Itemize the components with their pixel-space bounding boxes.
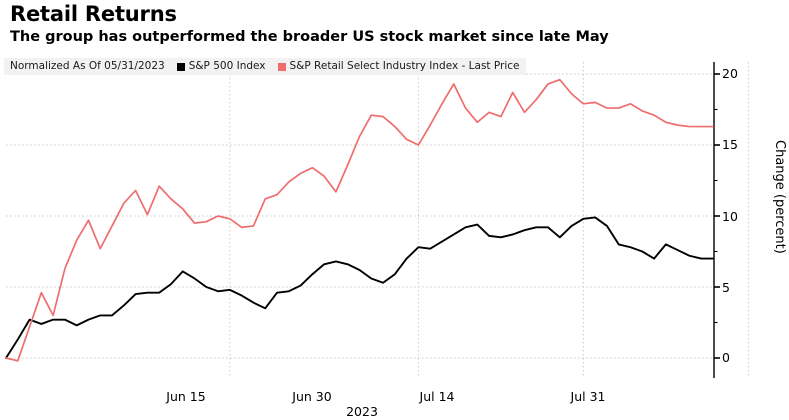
legend-label-retail: S&P Retail Select Industry Index - Last … (289, 60, 520, 72)
ytick-5: 5 (722, 280, 730, 295)
ytick-20: 20 (722, 66, 738, 81)
xtick-jun-15: Jun 15 (166, 389, 206, 404)
xtick-jun-30: Jun 30 (292, 389, 332, 404)
legend-swatch-sp500 (176, 62, 185, 71)
legend-item-sp500[interactable]: S&P 500 Index (176, 60, 266, 72)
legend-label-sp500: S&P 500 Index (188, 60, 266, 72)
legend-note: Normalized As Of 05/31/2023 (10, 61, 165, 72)
ytick-0: 0 (722, 350, 730, 365)
legend-item-retail[interactable]: S&P Retail Select Industry Index - Last … (277, 60, 520, 72)
series-line-sp500 (5, 216, 714, 359)
legend-swatch-retail (277, 62, 286, 71)
ytick-15: 15 (722, 137, 738, 152)
xtick-jul-14: Jul 14 (419, 389, 455, 404)
series-line-retail (5, 78, 714, 362)
page-subtitle: The group has outperformed the broader U… (10, 29, 609, 45)
y-axis-title: Change (percent) (772, 140, 787, 254)
page-title: Retail Returns (10, 2, 177, 26)
x-axis-title: 2023 (346, 404, 378, 419)
ytick-10: 10 (722, 209, 738, 224)
legend-note-text: Normalized As Of 05/31/2023 (10, 60, 165, 72)
xtick-jul-31: Jul 31 (570, 389, 606, 404)
chart-legend: Normalized As Of 05/31/2023 S&P 500 Inde… (4, 58, 526, 75)
